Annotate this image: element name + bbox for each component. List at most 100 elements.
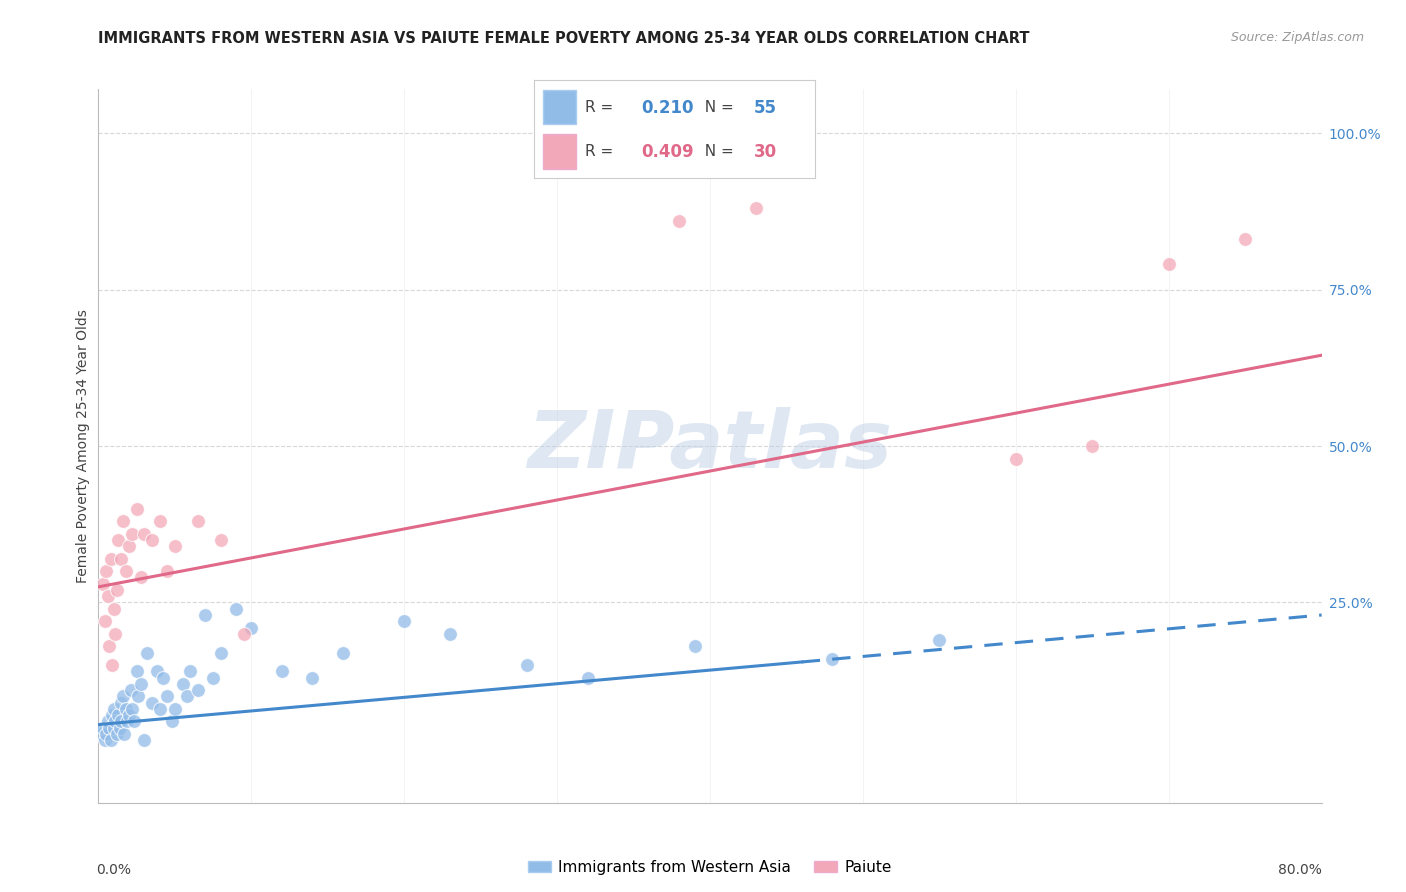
Point [107,533,129,547]
Text: Source: ZipAtlas.com: Source: ZipAtlas.com [1230,31,1364,45]
Point [121,702,143,716]
Point [576,671,599,685]
Point [187,683,209,698]
Point [105,582,128,597]
Point [118,708,141,723]
Point [104,627,127,641]
Point [93,614,115,628]
Point [156,690,179,704]
Point [179,665,201,679]
Point [1234,232,1257,246]
Point [160,714,183,729]
Text: 55: 55 [754,99,776,117]
Text: 80.0%: 80.0% [1278,863,1322,878]
Text: 0.409: 0.409 [641,143,693,161]
Point [110,696,132,710]
Point [101,658,124,673]
Point [112,727,135,741]
Y-axis label: Female Poverty Among 25-34 Year Olds: Female Poverty Among 25-34 Year Olds [76,309,90,583]
Point [125,501,148,516]
Point [1081,439,1104,453]
Point [209,533,232,547]
Point [104,714,127,729]
Point [392,614,416,628]
Point [91,576,114,591]
Point [98,721,121,735]
Point [145,665,167,679]
Point [134,733,156,747]
Point [100,733,122,747]
Point [332,646,354,660]
FancyBboxPatch shape [543,134,576,169]
Text: IMMIGRANTS FROM WESTERN ASIA VS PAIUTE FEMALE POVERTY AMONG 25-34 YEAR OLDS CORR: IMMIGRANTS FROM WESTERN ASIA VS PAIUTE F… [98,31,1031,46]
Point [97,589,120,603]
Point [94,727,117,741]
Text: 30: 30 [754,143,776,161]
Point [232,627,254,641]
Point [187,514,209,528]
Point [1004,451,1026,466]
Point [101,708,124,723]
Legend: Immigrants from Western Asia, Paiute: Immigrants from Western Asia, Paiute [522,854,898,880]
Point [91,721,114,735]
Point [120,683,142,698]
Point [103,601,125,615]
Point [100,551,122,566]
Point [668,213,690,227]
Point [172,677,194,691]
Point [928,633,950,648]
Point [93,733,115,747]
Point [117,714,139,729]
Point [90,727,112,741]
Point [111,690,134,704]
Point [94,564,117,578]
Point [98,640,121,654]
Point [141,533,163,547]
Point [240,621,263,635]
Text: 0.0%: 0.0% [96,863,131,878]
Point [115,564,138,578]
Text: R =: R = [585,100,619,115]
Text: R =: R = [585,145,619,160]
Point [103,721,125,735]
Point [209,646,232,660]
Point [194,607,217,622]
Point [270,665,292,679]
Point [103,702,125,716]
Point [125,665,148,679]
Point [141,696,163,710]
Point [745,201,768,215]
Point [129,570,152,584]
Point [129,677,152,691]
Point [118,539,141,553]
Point [110,551,132,566]
Point [163,539,186,553]
Point [122,714,145,729]
Point [97,714,120,729]
Point [149,514,172,528]
Point [225,601,247,615]
Point [110,714,132,729]
Point [516,658,538,673]
Point [115,702,138,716]
Text: N =: N = [695,100,738,115]
Point [1157,257,1180,271]
Point [136,646,159,660]
Point [127,690,149,704]
Point [176,690,198,704]
Point [152,671,174,685]
Text: N =: N = [695,145,738,160]
Point [134,526,156,541]
Point [163,702,186,716]
Point [107,708,129,723]
Point [111,514,134,528]
Point [108,721,131,735]
Point [121,526,143,541]
Point [301,671,323,685]
Point [202,671,225,685]
FancyBboxPatch shape [543,90,576,124]
Text: 0.210: 0.210 [641,99,693,117]
Point [149,702,172,716]
Point [156,564,179,578]
Point [821,652,844,666]
